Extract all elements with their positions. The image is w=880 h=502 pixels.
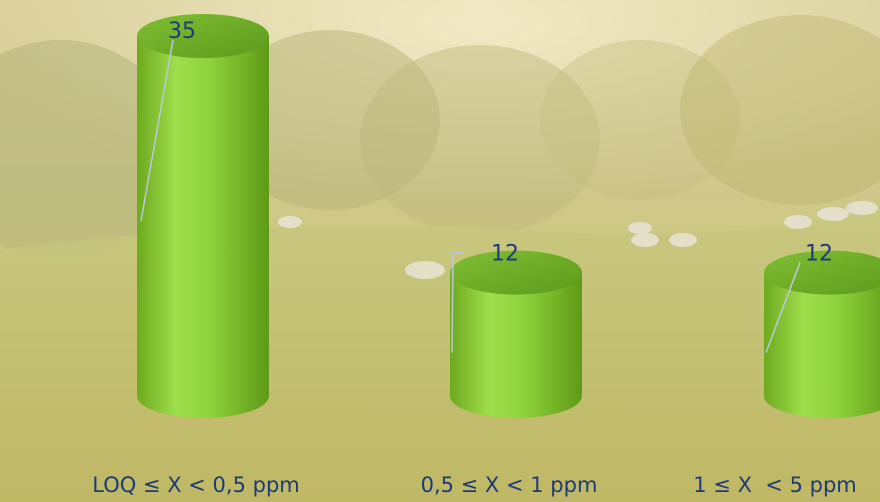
leader-line-3 (765, 262, 801, 353)
leader-line-1 (140, 39, 174, 222)
bar-3 (764, 250, 880, 418)
category-label-1: LOQ ≤ X < 0,5 ppm (92, 473, 299, 497)
bar-body-2 (450, 272, 582, 418)
sheep-icon (278, 201, 878, 279)
data-labels-group: 35 12 12 (140, 19, 833, 353)
category-label-2: 0,5 ≤ X < 1 ppm (421, 473, 598, 497)
bar-body-3 (764, 272, 880, 418)
bar-1 (137, 14, 269, 418)
category-labels-group: LOQ ≤ X < 0,5 ppm 0,5 ≤ X < 1 ppm 1 ≤ X < … (92, 473, 856, 497)
data-label-3: 12 (805, 242, 833, 267)
bar-top-1 (137, 14, 269, 58)
bar-body-1 (137, 36, 269, 418)
leader-line-2 (451, 251, 464, 353)
bar-top-3 (764, 250, 880, 295)
bar-2 (450, 250, 582, 418)
bars-group (137, 14, 880, 418)
data-label-1: 35 (168, 19, 196, 44)
category-label-3: 1 ≤ X < 5 ppm (693, 473, 856, 497)
bar-top-2 (450, 250, 582, 295)
data-label-2: 12 (491, 242, 519, 267)
